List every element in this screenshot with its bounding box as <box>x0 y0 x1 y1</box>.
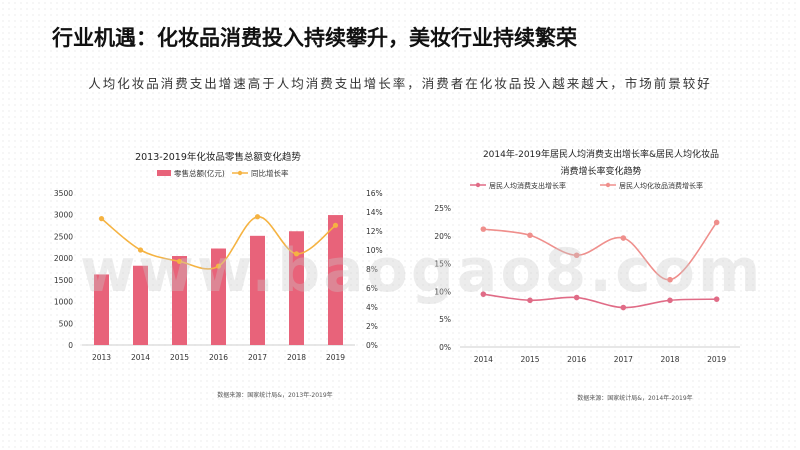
legend-swatch-cosmetics-marker <box>605 182 611 188</box>
point-consumption <box>573 294 580 301</box>
point-growth-rate <box>98 216 105 222</box>
legend-label-cosmetics: 居民人均化妆品消费增长率 <box>619 181 703 190</box>
y-right-tick-label: 8% <box>366 265 378 274</box>
y-right-tick-label: 12% <box>366 227 383 236</box>
y-left-tick-label: 500 <box>59 319 74 328</box>
x-tick-label: 2018 <box>287 353 306 362</box>
bar-retail-sales <box>250 235 265 345</box>
series-line-cosmetics <box>483 221 718 281</box>
chart1-title: 2013-2019年化妆品零售总额变化趋势 <box>135 151 301 163</box>
legend-label-retail-sales: 零售总额(亿元) <box>174 168 225 178</box>
point-cosmetics <box>573 252 580 259</box>
y-right-tick-label: 2% <box>366 322 378 331</box>
point-growth-rate <box>215 263 222 269</box>
y-right-tick-label: 10% <box>366 246 383 255</box>
y-tick-label: 0% <box>439 343 451 352</box>
x-tick-label: 2019 <box>707 355 726 364</box>
x-tick-label: 2015 <box>170 353 189 362</box>
y-tick-label: 10% <box>434 287 451 296</box>
y-tick-label: 5% <box>439 315 451 324</box>
point-consumption <box>480 291 487 297</box>
x-tick-label: 2014 <box>474 355 493 364</box>
y-right-tick-label: 6% <box>366 284 378 293</box>
bar-retail-sales <box>94 274 109 345</box>
page-subtitle: 人均化妆品消费支出增速高于人均消费支出增长率，消费者在化妆品投入越来越大，市场前… <box>88 76 712 91</box>
point-consumption <box>667 297 673 304</box>
legend-label-growth-rate: 同比增长率 <box>251 168 289 178</box>
y-left-tick-label: 3500 <box>54 189 73 198</box>
y-right-tick-label: 4% <box>366 303 378 312</box>
x-tick-label: 2014 <box>131 353 150 362</box>
point-cosmetics <box>527 232 533 239</box>
chart2-source: 数据来源：国家统计局&，2014年-2019年 <box>577 394 692 402</box>
x-tick-label: 2017 <box>248 353 267 362</box>
x-tick-label: 2016 <box>209 353 228 362</box>
point-cosmetics <box>480 226 487 232</box>
chart1-source: 数据来源：国家统计局&，2013年-2019年 <box>217 391 332 399</box>
bar-retail-sales <box>172 256 187 345</box>
point-consumption <box>713 296 720 302</box>
legend-swatch-growth-marker <box>237 170 243 176</box>
x-tick-label: 2019 <box>326 353 345 362</box>
point-growth-rate <box>293 251 300 257</box>
chart2-title-line-2: 消费增长率变化趋势 <box>560 165 641 177</box>
bar-retail-sales <box>211 248 226 345</box>
y-tick-label: 25% <box>434 204 451 213</box>
x-tick-label: 2015 <box>520 355 539 364</box>
x-tick-label: 2018 <box>660 355 679 364</box>
bar-retail-sales <box>133 265 148 345</box>
y-left-tick-label: 2000 <box>54 254 73 263</box>
point-growth-rate <box>332 222 339 228</box>
chart2-title-line-1: 2014年-2019年居民人均消费支出增长率&居民人均化妆品 <box>483 148 719 160</box>
point-consumption <box>620 304 627 311</box>
x-tick-label: 2016 <box>567 355 586 364</box>
legend-label-consumption: 居民人均消费支出增长率 <box>489 181 566 190</box>
point-cosmetics <box>667 276 673 283</box>
y-tick-label: 15% <box>434 260 451 269</box>
y-left-tick-label: 0 <box>68 341 73 350</box>
point-growth-rate <box>254 214 261 220</box>
y-tick-label: 20% <box>434 232 451 241</box>
legend-swatch-consumption-marker <box>475 182 481 188</box>
point-cosmetics <box>713 219 720 226</box>
point-consumption <box>527 297 533 304</box>
page-title: 行业机遇：化妆品消费投入持续攀升，美妆行业持续繁荣 <box>52 26 577 50</box>
legend-swatch-retail-sales <box>157 170 171 176</box>
bar-retail-sales <box>328 215 343 345</box>
series-line-consumption <box>483 293 717 309</box>
point-growth-rate <box>137 247 144 253</box>
y-left-tick-label: 1000 <box>54 298 73 307</box>
x-tick-label: 2013 <box>92 353 111 362</box>
y-left-tick-label: 1500 <box>54 276 73 285</box>
y-left-tick-label: 3000 <box>54 211 73 220</box>
y-right-tick-label: 16% <box>366 189 383 198</box>
y-right-tick-label: 14% <box>366 208 383 217</box>
point-cosmetics <box>620 235 627 241</box>
point-growth-rate <box>176 258 183 264</box>
bar-retail-sales <box>289 231 304 345</box>
y-left-tick-label: 2500 <box>54 232 73 241</box>
x-tick-label: 2017 <box>614 355 633 364</box>
y-right-tick-label: 0% <box>366 341 378 350</box>
consumption-growth-chart: 2014年-2019年居民人均消费支出增长率&居民人均化妆品消费增长率变化趋势居… <box>434 148 740 402</box>
